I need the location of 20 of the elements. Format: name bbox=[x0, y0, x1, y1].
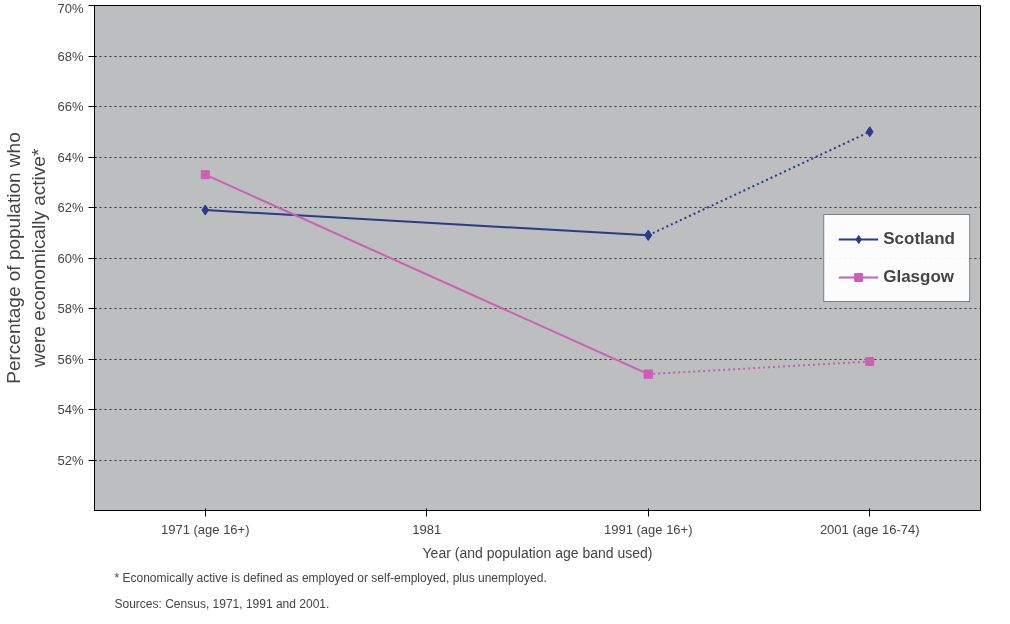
x-tick-label: 1991 (age 16+) bbox=[603, 521, 693, 537]
y-tick-label: 70% bbox=[57, 0, 84, 16]
y-tick-label: 52% bbox=[57, 452, 84, 468]
y-tick-label: 62% bbox=[57, 200, 84, 215]
text: * Economically active is defined as employed or self-employed, plus unemployed. bbox=[114, 570, 547, 585]
y-tick-label: 54% bbox=[57, 402, 84, 417]
x-tick-label: 1971 (age 16+) bbox=[160, 521, 250, 537]
source-note: Sources: Census, 1971, 1991 and 2001. bbox=[114, 596, 330, 611]
legend-label: Glasgow bbox=[883, 266, 955, 287]
y-tick-label: 68% bbox=[57, 48, 84, 64]
x-tick-label: 1981 bbox=[412, 521, 442, 537]
x-tick-label: 2001 (age 16-74) bbox=[819, 521, 920, 537]
y-axis-title: Percentage of population who were economically active* bbox=[3, 132, 50, 384]
x-axis-title: Year (and population age band used) bbox=[422, 544, 653, 561]
y-tick-label: 60% bbox=[57, 250, 84, 266]
y-tick-label: 56% bbox=[57, 351, 84, 367]
y-tick-label: 66% bbox=[57, 99, 84, 114]
legend-label: Scotland bbox=[883, 228, 955, 249]
y-tick-label: 64% bbox=[57, 149, 84, 165]
y-tick-label: 58% bbox=[57, 301, 84, 316]
